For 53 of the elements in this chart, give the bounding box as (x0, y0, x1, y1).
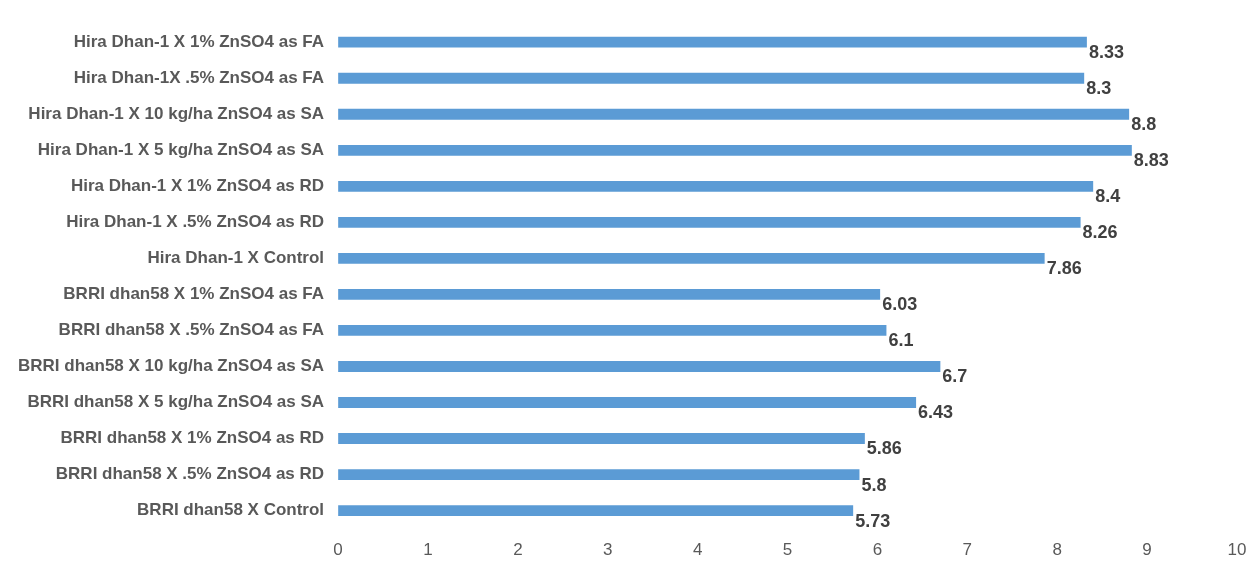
bar (338, 433, 865, 444)
bar (338, 289, 881, 300)
y-tick-label: BRRI dhan58 X 1% ZnSO4 as FA (63, 284, 325, 304)
data-label: 8.3 (1086, 78, 1112, 99)
x-tick-label: 2 (513, 540, 523, 560)
y-tick-label: Hira Dhan-1 X Control (147, 248, 325, 268)
data-label: 6.7 (942, 366, 968, 387)
data-label: 6.1 (888, 330, 914, 351)
x-tick-label: 7 (962, 540, 973, 560)
bar (338, 252, 1045, 264)
bar (338, 397, 917, 408)
data-label: 5.8 (861, 474, 887, 495)
x-tick-label: 1 (423, 540, 433, 560)
x-tick-label: 9 (1142, 540, 1152, 560)
y-tick-label: Hira Dhan-1 X 5 kg/ha ZnSO4 as SA (37, 139, 325, 159)
y-tick-label: BRRI dhan58 X .5% ZnSO4 as FA (58, 320, 325, 340)
bar (338, 216, 1081, 228)
x-tick-label: 4 (692, 540, 703, 560)
y-tick-label: BRRI dhan58 X .5% ZnSO4 as RD (55, 464, 325, 484)
y-tick-label: Hira Dhan-1 X 1% ZnSO4 as FA (73, 31, 325, 51)
data-label: 8.33 (1088, 42, 1124, 63)
bar (338, 180, 1094, 192)
x-tick-label: 6 (872, 540, 883, 560)
data-label: 6.03 (882, 294, 918, 315)
data-label: 7.86 (1046, 258, 1082, 279)
bar (338, 36, 1087, 48)
data-label: 5.73 (855, 510, 891, 531)
bar (338, 505, 854, 516)
x-tick-label: 5 (782, 540, 793, 560)
bar (338, 361, 941, 372)
y-tick-label: BRRI dhan58 X 10 kg/ha ZnSO4 as SA (18, 356, 325, 376)
x-tick-label: 0 (333, 540, 343, 560)
x-tick-label: 10 (1227, 540, 1247, 560)
bar (338, 144, 1132, 156)
y-tick-label: BRRI dhan58 X Control (137, 500, 325, 520)
bar (338, 72, 1085, 84)
data-label: 8.83 (1133, 150, 1169, 171)
y-tick-label: Hira Dhan-1 X 1% ZnSO4 as RD (70, 176, 325, 196)
y-tick-label: Hira Dhan-1X .5% ZnSO4 as FA (73, 67, 325, 87)
data-label: 8.26 (1082, 222, 1118, 243)
y-tick-label: BRRI dhan58 X 1% ZnSO4 as RD (60, 428, 325, 448)
data-label: 6.43 (918, 402, 954, 423)
data-label: 8.4 (1095, 186, 1121, 207)
y-tick-label: Hira Dhan-1 X .5% ZnSO4 as RD (66, 212, 325, 232)
x-tick-label: 3 (603, 540, 613, 560)
bar (338, 108, 1130, 120)
y-tick-label: Hira Dhan-1 X 10 kg/ha ZnSO4 as SA (28, 103, 325, 123)
y-tick-label: BRRI dhan58 X 5 kg/ha ZnSO4 as SA (27, 392, 325, 412)
data-label: 8.8 (1131, 114, 1157, 135)
bar (338, 325, 887, 336)
bar (338, 469, 860, 480)
x-tick-label: 8 (1052, 540, 1062, 560)
data-label: 5.86 (866, 438, 902, 459)
